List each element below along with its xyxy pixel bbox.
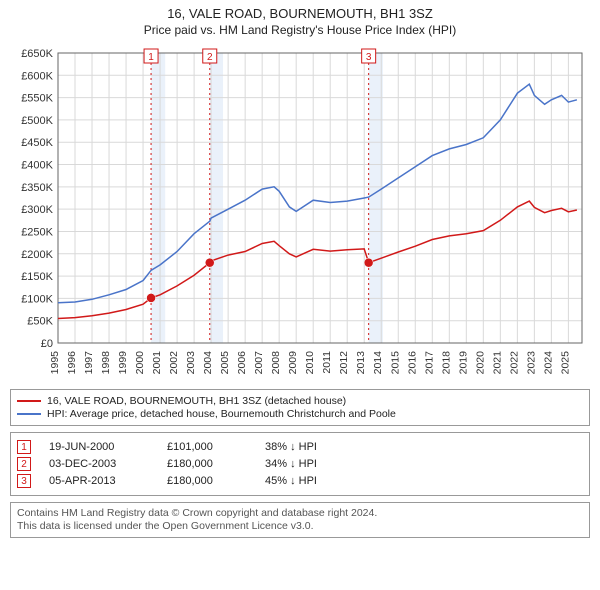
sale-date: 05-APR-2013: [49, 475, 149, 487]
svg-text:£600K: £600K: [21, 70, 53, 82]
svg-text:2022: 2022: [508, 351, 520, 375]
sale-row: 2 03-DEC-2003 £180,000 34% ↓ HPI: [17, 457, 583, 471]
svg-text:£200K: £200K: [21, 249, 53, 261]
svg-text:£550K: £550K: [21, 93, 53, 105]
sale-marker: 2: [17, 457, 31, 471]
chart-titles: 16, VALE ROAD, BOURNEMOUTH, BH1 3SZ Pric…: [0, 0, 600, 37]
svg-text:2001: 2001: [151, 351, 163, 375]
sale-row: 3 05-APR-2013 £180,000 45% ↓ HPI: [17, 474, 583, 488]
svg-text:2025: 2025: [559, 351, 571, 375]
svg-text:1996: 1996: [66, 351, 78, 375]
legend: 16, VALE ROAD, BOURNEMOUTH, BH1 3SZ (det…: [10, 389, 590, 426]
svg-text:2023: 2023: [525, 351, 537, 375]
svg-text:£450K: £450K: [21, 137, 53, 149]
svg-text:2011: 2011: [321, 351, 333, 374]
svg-text:2005: 2005: [219, 351, 231, 375]
legend-label: 16, VALE ROAD, BOURNEMOUTH, BH1 3SZ (det…: [47, 395, 346, 407]
footer-line-1: Contains HM Land Registry data © Crown c…: [17, 507, 583, 520]
legend-swatch: [17, 413, 41, 415]
svg-text:£150K: £150K: [21, 271, 53, 283]
svg-text:£250K: £250K: [21, 226, 53, 238]
svg-text:2009: 2009: [287, 351, 299, 375]
sale-price: £180,000: [167, 458, 247, 470]
svg-text:1: 1: [148, 52, 154, 63]
svg-text:2021: 2021: [491, 351, 503, 375]
svg-text:£0: £0: [41, 338, 53, 350]
sale-pct-vs-hpi: 45% ↓ HPI: [265, 475, 365, 487]
svg-text:2017: 2017: [423, 351, 435, 375]
sale-price: £180,000: [167, 475, 247, 487]
svg-text:2024: 2024: [542, 351, 554, 375]
svg-text:2020: 2020: [474, 351, 486, 375]
legend-label: HPI: Average price, detached house, Bour…: [47, 408, 396, 420]
svg-text:2003: 2003: [185, 351, 197, 375]
svg-text:2: 2: [207, 52, 213, 63]
sale-marker: 3: [17, 474, 31, 488]
sale-marker: 1: [17, 440, 31, 454]
attribution-footer: Contains HM Land Registry data © Crown c…: [10, 502, 590, 538]
svg-text:2000: 2000: [134, 351, 146, 375]
legend-swatch: [17, 400, 41, 402]
svg-text:2006: 2006: [236, 351, 248, 375]
svg-text:£400K: £400K: [21, 160, 53, 172]
sales-table: 1 19-JUN-2000 £101,000 38% ↓ HPI 2 03-DEC-200…: [10, 432, 590, 496]
svg-text:3: 3: [366, 52, 372, 63]
sale-pct-vs-hpi: 38% ↓ HPI: [265, 441, 365, 453]
sale-date: 19-JUN-2000: [49, 441, 149, 453]
footer-line-2: This data is licensed under the Open Gov…: [17, 520, 583, 533]
sale-row: 1 19-JUN-2000 £101,000 38% ↓ HPI: [17, 440, 583, 454]
sale-pct-vs-hpi: 34% ↓ HPI: [265, 458, 365, 470]
svg-text:2004: 2004: [202, 351, 214, 375]
title-line-1: 16, VALE ROAD, BOURNEMOUTH, BH1 3SZ: [0, 6, 600, 21]
svg-text:2008: 2008: [270, 351, 282, 375]
chart-area: £0 £50K £100K £150K £200K £250K £300K £350K £400…: [10, 43, 590, 383]
svg-text:1998: 1998: [100, 351, 112, 375]
svg-text:2019: 2019: [457, 351, 469, 375]
svg-text:£350K: £350K: [21, 182, 53, 194]
svg-text:2018: 2018: [440, 351, 452, 375]
svg-text:2002: 2002: [168, 351, 180, 375]
svg-text:£50K: £50K: [27, 316, 53, 328]
sale-date: 03-DEC-2003: [49, 458, 149, 470]
svg-text:1999: 1999: [117, 351, 129, 375]
svg-text:2010: 2010: [304, 351, 316, 375]
svg-text:£300K: £300K: [21, 204, 53, 216]
legend-item: HPI: Average price, detached house, Bour…: [17, 408, 583, 420]
svg-text:2012: 2012: [338, 351, 350, 375]
svg-text:£100K: £100K: [21, 293, 53, 305]
svg-text:£650K: £650K: [21, 48, 53, 60]
svg-text:2016: 2016: [406, 351, 418, 375]
svg-text:£500K: £500K: [21, 115, 53, 127]
sale-price: £101,000: [167, 441, 247, 453]
svg-text:1997: 1997: [83, 351, 95, 375]
svg-text:2013: 2013: [355, 351, 367, 375]
legend-item: 16, VALE ROAD, BOURNEMOUTH, BH1 3SZ (det…: [17, 395, 583, 407]
line-chart: £0 £50K £100K £150K £200K £250K £300K £350K £400…: [10, 43, 590, 383]
svg-text:2015: 2015: [389, 351, 401, 375]
svg-text:2007: 2007: [253, 351, 265, 375]
title-line-2: Price paid vs. HM Land Registry's House …: [0, 23, 600, 37]
svg-text:1995: 1995: [49, 351, 61, 375]
svg-text:2014: 2014: [372, 351, 384, 375]
